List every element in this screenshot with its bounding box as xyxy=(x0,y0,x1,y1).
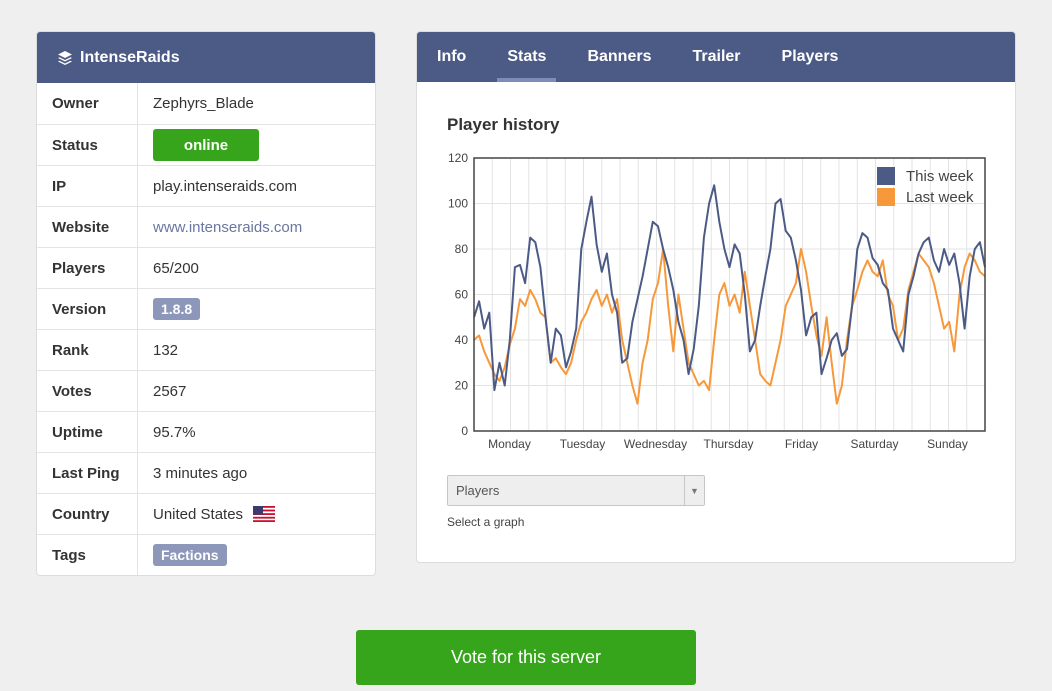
info-value: play.intenseraids.com xyxy=(153,177,297,195)
info-value-cell: www.intenseraids.com xyxy=(138,219,302,236)
graph-select-hint: Select a graph xyxy=(447,515,525,529)
info-row-status: Status online xyxy=(37,124,375,165)
vote-button[interactable]: Vote for this server xyxy=(356,630,696,685)
info-key: Status xyxy=(37,125,138,165)
info-key: Tags xyxy=(37,535,138,575)
info-row-owner: Owner Zephyrs_Blade xyxy=(37,83,375,124)
x-tick-label: Sunday xyxy=(927,437,968,451)
info-value: 95.7% xyxy=(153,423,196,441)
info-value-cell: 1.8.8 xyxy=(138,298,201,320)
info-row-votes: Votes 2567 xyxy=(37,370,375,411)
chart-frame xyxy=(473,157,986,432)
graph-select[interactable]: Players ▼ xyxy=(447,475,705,506)
info-value: 132 xyxy=(153,341,179,359)
info-row-rank: Rank 132 xyxy=(37,329,375,370)
chevron-down-icon[interactable]: ▼ xyxy=(684,476,704,505)
info-row-tags: Tags Factions xyxy=(37,534,375,575)
tab-bar: Info Stats Banners Trailer Players xyxy=(417,32,1015,82)
version-badge: 1.8.8 xyxy=(153,298,201,320)
info-value-cell: United States xyxy=(138,505,276,523)
info-value-cell: 95.7% xyxy=(138,424,196,441)
info-row-uptime: Uptime 95.7% xyxy=(37,411,375,452)
legend-swatch xyxy=(877,167,895,185)
series-line-this-week xyxy=(473,184,986,392)
info-row-last-ping: Last Ping 3 minutes ago xyxy=(37,452,375,493)
x-tick-label: Monday xyxy=(488,437,531,451)
info-value: 65/200 xyxy=(153,259,199,277)
status-badge: online xyxy=(153,129,259,161)
y-tick-label: 20 xyxy=(455,379,469,393)
y-tick-label: 80 xyxy=(455,242,469,256)
info-key: Country xyxy=(37,494,138,534)
info-value: 2567 xyxy=(153,382,187,400)
series-line-last-week xyxy=(473,248,986,405)
tab-trailer[interactable]: Trailer xyxy=(692,48,741,65)
info-key: IP xyxy=(37,166,138,206)
website-link[interactable]: www.intenseraids.com xyxy=(153,218,303,236)
info-row-website: Website www.intenseraids.com xyxy=(37,206,375,247)
tab-players[interactable]: Players xyxy=(781,48,839,65)
info-key: Version xyxy=(37,289,138,329)
layers-icon xyxy=(57,50,73,66)
info-value-cell: 3 minutes ago xyxy=(138,465,247,482)
server-name: IntenseRaids xyxy=(80,48,180,66)
info-key: Owner xyxy=(37,83,138,124)
server-info-rows: Owner Zephyrs_Blade Status online IP play.int… xyxy=(37,83,375,575)
info-value-cell: 2567 xyxy=(138,383,186,400)
info-value-cell: Factions xyxy=(138,544,227,566)
graph-select-value: Players xyxy=(456,483,500,498)
y-tick-label: 0 xyxy=(461,424,468,438)
info-value-cell: play.intenseraids.com xyxy=(138,178,297,195)
info-key: Website xyxy=(37,207,138,247)
server-info-header: IntenseRaids xyxy=(37,32,375,83)
info-key: Uptime xyxy=(37,412,138,452)
info-key: Players xyxy=(37,248,138,288)
info-value: 3 minutes ago xyxy=(153,464,248,482)
tab-banners[interactable]: Banners xyxy=(587,48,652,65)
info-row-ip: IP play.intenseraids.com xyxy=(37,165,375,206)
x-tick-label: Wednesday xyxy=(624,437,687,451)
y-tick-label: 120 xyxy=(448,151,468,165)
y-tick-label: 40 xyxy=(455,333,469,347)
x-tick-label: Tuesday xyxy=(560,437,606,451)
info-value-cell: online xyxy=(138,129,259,161)
info-value-cell: Zephyrs_Blade xyxy=(138,95,254,112)
info-key: Rank xyxy=(37,330,138,370)
tab-info[interactable]: Info xyxy=(437,48,467,65)
y-tick-label: 60 xyxy=(455,288,469,302)
server-info-card: IntenseRaids Owner Zephyrs_Blade Status onl… xyxy=(36,31,376,576)
info-key: Votes xyxy=(37,371,138,411)
tag-badge[interactable]: Factions xyxy=(153,544,227,566)
player-history-title: Player history xyxy=(447,115,560,134)
legend-label: This week xyxy=(906,168,974,185)
player-history-chart: 0 20 40 60 80 100 120 Monday Tuesday Wednesday Thu… xyxy=(448,151,986,451)
info-key: Last Ping xyxy=(37,453,138,493)
legend-swatch xyxy=(877,188,895,206)
stats-panel: Info Stats Banners Trailer Players Player hi… xyxy=(416,31,1016,563)
info-value-cell: 132 xyxy=(138,342,178,359)
info-value: United States xyxy=(153,505,244,523)
info-row-country: Country United States xyxy=(37,493,375,534)
y-tick-label: 100 xyxy=(448,197,468,211)
info-row-version: Version 1.8.8 xyxy=(37,288,375,329)
x-tick-label: Friday xyxy=(785,437,818,451)
x-tick-label: Thursday xyxy=(703,437,753,451)
x-tick-label: Saturday xyxy=(850,437,898,451)
info-row-players: Players 65/200 xyxy=(37,247,375,288)
info-value-cell: 65/200 xyxy=(138,260,199,277)
info-value: Zephyrs_Blade xyxy=(153,95,254,112)
us-flag-icon xyxy=(253,506,276,522)
tab-stats[interactable]: Stats xyxy=(497,32,557,82)
legend-label: Last week xyxy=(906,189,974,206)
